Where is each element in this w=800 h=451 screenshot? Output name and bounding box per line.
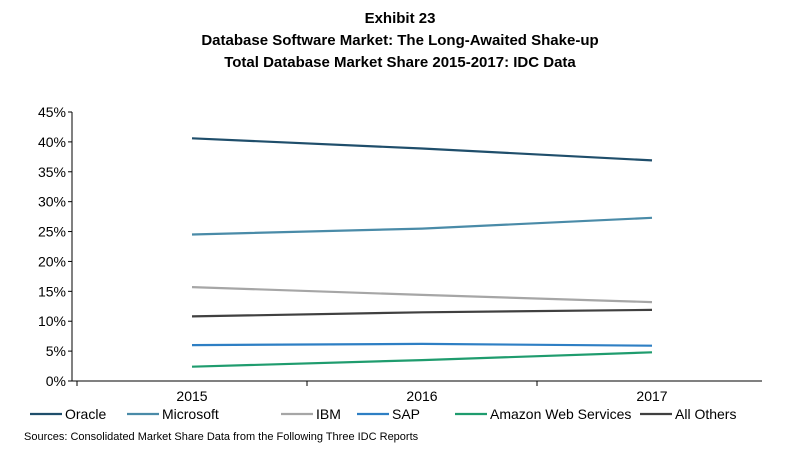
legend-label: IBM bbox=[316, 406, 341, 422]
legend-label: All Others bbox=[675, 406, 736, 422]
y-tick-label: 40% bbox=[38, 134, 66, 150]
series-line-all-others bbox=[191, 308, 653, 318]
series-line-ibm bbox=[191, 286, 653, 304]
chart-subtitle: Total Database Market Share 2015-2017: I… bbox=[224, 54, 576, 71]
chart-title: Database Software Market: The Long-Await… bbox=[201, 32, 599, 49]
y-tick-label: 15% bbox=[38, 283, 66, 299]
exhibit-label: Exhibit 23 bbox=[364, 10, 436, 27]
legend-label: Amazon Web Services bbox=[490, 406, 631, 422]
x-tick-label: 2017 bbox=[636, 388, 667, 404]
y-tick-label: 25% bbox=[38, 224, 66, 240]
series-line-oracle bbox=[191, 137, 653, 162]
y-tick-label: 20% bbox=[38, 253, 66, 269]
x-tick-label: 2016 bbox=[406, 388, 437, 404]
chart-series bbox=[191, 137, 653, 368]
series-line-microsoft bbox=[191, 216, 653, 236]
y-tick-label: 10% bbox=[38, 313, 66, 329]
y-tick-label: 0% bbox=[46, 373, 66, 389]
y-tick-label: 30% bbox=[38, 194, 66, 210]
source-note: Sources: Consolidated Market Share Data … bbox=[24, 431, 419, 443]
legend-label: Oracle bbox=[65, 406, 106, 422]
series-line-sap bbox=[191, 342, 653, 347]
legend-label: SAP bbox=[392, 406, 420, 422]
line-chart: 0% 5% 10% 15% 20% 25% 30% 35% 40% 45% 2015 2016 2017… bbox=[30, 104, 762, 422]
chart-legend: Oracle Microsoft IBM SAP Amazon Web Services… bbox=[30, 406, 736, 422]
y-tick-label: 5% bbox=[46, 343, 66, 359]
x-tick-label: 2015 bbox=[176, 388, 207, 404]
y-tick-label: 35% bbox=[38, 164, 66, 180]
chart-axes: 0% 5% 10% 15% 20% 25% 30% 35% 40% 45% 2015 2016 2017 bbox=[38, 104, 762, 404]
legend-label: Microsoft bbox=[162, 406, 219, 422]
series-line-amazon-web-services bbox=[191, 351, 653, 368]
y-tick-label: 45% bbox=[38, 104, 66, 120]
chart-titles: Exhibit 23 Database Software Market: The… bbox=[0, 8, 800, 74]
